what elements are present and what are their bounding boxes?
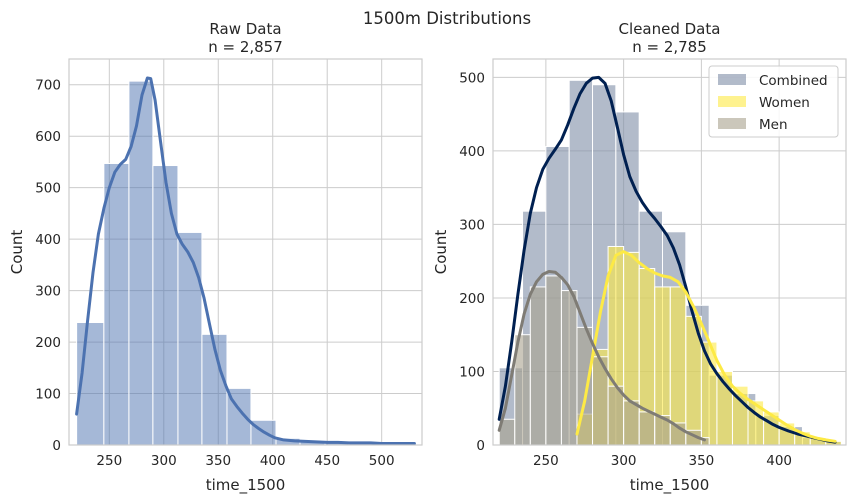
histogram-bar-men <box>623 400 640 446</box>
y-tick-label: 500 <box>459 70 485 86</box>
kde-line-combined <box>497 75 837 444</box>
legend-label-men: Men <box>759 117 788 133</box>
histogram-bar-men <box>638 411 656 446</box>
cleaned-data-panel: 250 300 350 400 0 100 200 300 400 500 Cleaned Data… <box>432 20 847 495</box>
x-tick-label: 400 <box>260 453 286 469</box>
legend-label-women: Women <box>759 95 810 111</box>
y-tick-label: 400 <box>459 144 485 160</box>
x-tick-label: 250 <box>533 453 559 469</box>
kde-line-men <box>497 270 706 442</box>
y-tick-label: 300 <box>459 217 485 233</box>
panel-subtitle: n = 2,857 <box>208 38 283 56</box>
y-tick-label: 300 <box>35 284 61 300</box>
x-tick-label: 350 <box>688 453 714 469</box>
histogram-bar-men <box>560 290 578 446</box>
y-tick-label: 0 <box>52 438 61 454</box>
legend-swatch-women <box>718 96 746 107</box>
x-axis-label: time_1500 <box>630 476 710 495</box>
raw-data-panel: 250 300 350 400 450 500 0 100 200 300 400 500 600 700… <box>8 20 423 495</box>
x-tick-label: 350 <box>205 453 231 469</box>
histogram-bar-men <box>529 286 547 446</box>
y-tick-label: 0 <box>476 438 485 454</box>
plot-frame <box>68 58 423 446</box>
panel-title: Cleaned Data <box>619 20 721 38</box>
x-axis-label: time_1500 <box>206 476 286 495</box>
figure-title: 1500m Distributions <box>363 9 531 28</box>
panel-title: Raw Data <box>209 20 281 38</box>
legend-swatch-combined <box>718 74 746 85</box>
y-tick-label: 400 <box>35 232 61 248</box>
y-axis-label: Count <box>8 230 26 275</box>
histogram-bar <box>177 231 203 446</box>
x-tick-label: 400 <box>766 453 792 469</box>
kde-line <box>75 76 416 445</box>
kde-line-women <box>575 250 837 443</box>
y-tick-label: 700 <box>35 78 61 94</box>
histogram-bar <box>152 165 179 446</box>
histogram-bar-women <box>669 286 687 446</box>
histogram-bar-men <box>607 385 625 446</box>
histogram-bar <box>103 162 130 446</box>
y-tick-label: 600 <box>35 129 61 145</box>
histogram-bar-men <box>545 275 562 446</box>
x-tick-label: 300 <box>151 453 177 469</box>
x-tick-label: 500 <box>369 453 395 469</box>
y-axis-label: Count <box>432 230 450 275</box>
panel-subtitle: n = 2,785 <box>632 38 707 56</box>
x-tick-label: 450 <box>314 453 340 469</box>
y-tick-label: 200 <box>459 291 485 307</box>
y-tick-label: 100 <box>35 387 61 403</box>
legend-swatch-men <box>718 118 746 129</box>
y-tick-label: 200 <box>35 335 61 351</box>
plot-frame <box>492 58 847 446</box>
legend: Combined Women Men <box>708 65 839 138</box>
x-tick-label: 300 <box>611 453 637 469</box>
legend-label-combined: Combined <box>759 73 828 89</box>
x-tick-label: 250 <box>96 453 122 469</box>
y-tick-label: 500 <box>35 181 61 197</box>
y-tick-label: 100 <box>459 364 485 380</box>
